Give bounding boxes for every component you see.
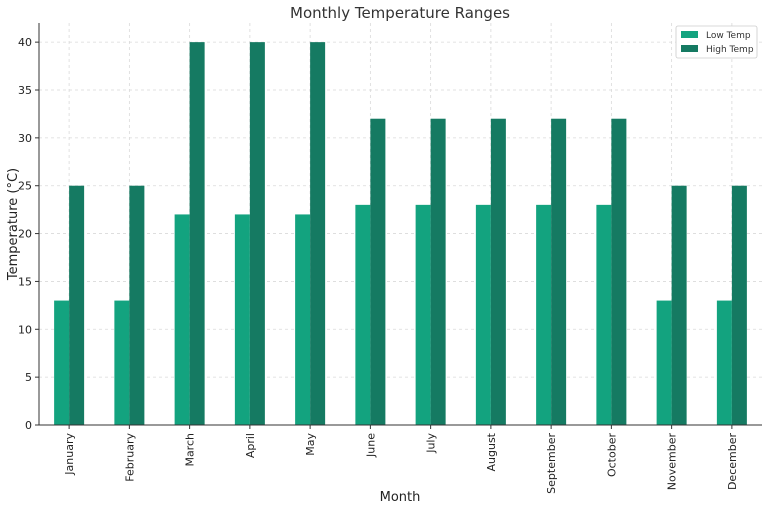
y-tick-label: 0 — [25, 419, 32, 432]
x-tick-label-june: June — [364, 433, 377, 458]
y-ticks: 0 5 10 15 20 25 30 35 40 — [18, 36, 39, 432]
bar-low-temp-august — [475, 204, 491, 425]
bar-low-temp-june — [355, 204, 371, 425]
bar-low-temp-march — [174, 214, 190, 425]
x-tick-label-september: September — [545, 433, 558, 494]
x-tick-label-october: October — [605, 433, 618, 477]
bar-high-temp-march — [189, 42, 205, 426]
bar-low-temp-july — [415, 204, 431, 425]
y-tick-label: 5 — [25, 371, 32, 384]
bar-high-temp-december — [731, 185, 747, 425]
x-tick-label-december: December — [726, 433, 739, 491]
x-tick-label-november: November — [666, 433, 679, 491]
legend-label-high-temp: High Temp — [706, 45, 754, 55]
y-tick-label: 25 — [18, 180, 32, 193]
bar-high-temp-april — [249, 42, 265, 426]
bars — [54, 42, 747, 426]
bar-high-temp-july — [430, 118, 446, 425]
legend-swatch-low-temp — [681, 31, 698, 38]
x-ticks: January February March April May June July Augu… — [63, 425, 739, 494]
y-tick-label: 15 — [18, 275, 32, 288]
y-tick-label: 40 — [18, 36, 32, 49]
bar-low-temp-november — [656, 300, 672, 425]
axes — [38, 23, 762, 426]
bar-high-temp-october — [611, 118, 627, 425]
bar-high-temp-february — [129, 185, 145, 425]
bar-high-temp-september — [551, 118, 567, 425]
legend-label-low-temp: Low Temp — [706, 31, 751, 41]
x-tick-label-may: May — [304, 433, 317, 456]
y-tick-label: 30 — [18, 132, 32, 145]
x-tick-label-february: February — [123, 433, 136, 482]
bar-low-temp-september — [536, 204, 552, 425]
grid — [39, 23, 762, 426]
bar-low-temp-april — [234, 214, 250, 425]
bar-high-temp-june — [370, 118, 386, 425]
x-tick-label-april: April — [244, 433, 257, 458]
bar-low-temp-may — [295, 214, 311, 425]
bar-high-temp-may — [310, 42, 326, 426]
y-tick-label: 35 — [18, 84, 32, 97]
y-tick-label: 20 — [18, 228, 32, 241]
bar-high-temp-november — [671, 185, 687, 425]
x-axis-label: Month — [380, 490, 421, 505]
x-tick-label-august: August — [485, 432, 498, 471]
x-tick-label-march: March — [184, 433, 197, 467]
legend: Low Temp High Temp — [675, 25, 758, 59]
bar-high-temp-august — [490, 118, 506, 425]
bar-low-temp-december — [716, 300, 732, 425]
bar-low-temp-october — [596, 204, 612, 425]
y-tick-label: 10 — [18, 323, 32, 336]
chart-title: Monthly Temperature Ranges — [290, 4, 510, 22]
x-tick-label-january: January — [63, 433, 76, 476]
legend-swatch-high-temp — [681, 45, 698, 52]
bar-high-temp-january — [69, 185, 85, 425]
x-tick-label-july: July — [425, 433, 438, 454]
y-axis-label: Temperature (°C) — [6, 168, 21, 281]
bar-low-temp-january — [54, 300, 70, 425]
bar-low-temp-february — [114, 300, 130, 425]
